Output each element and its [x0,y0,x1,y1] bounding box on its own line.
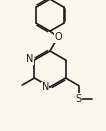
Text: N: N [42,83,49,92]
Text: S: S [75,94,82,103]
Text: N: N [26,54,33,64]
Text: O: O [54,32,62,42]
